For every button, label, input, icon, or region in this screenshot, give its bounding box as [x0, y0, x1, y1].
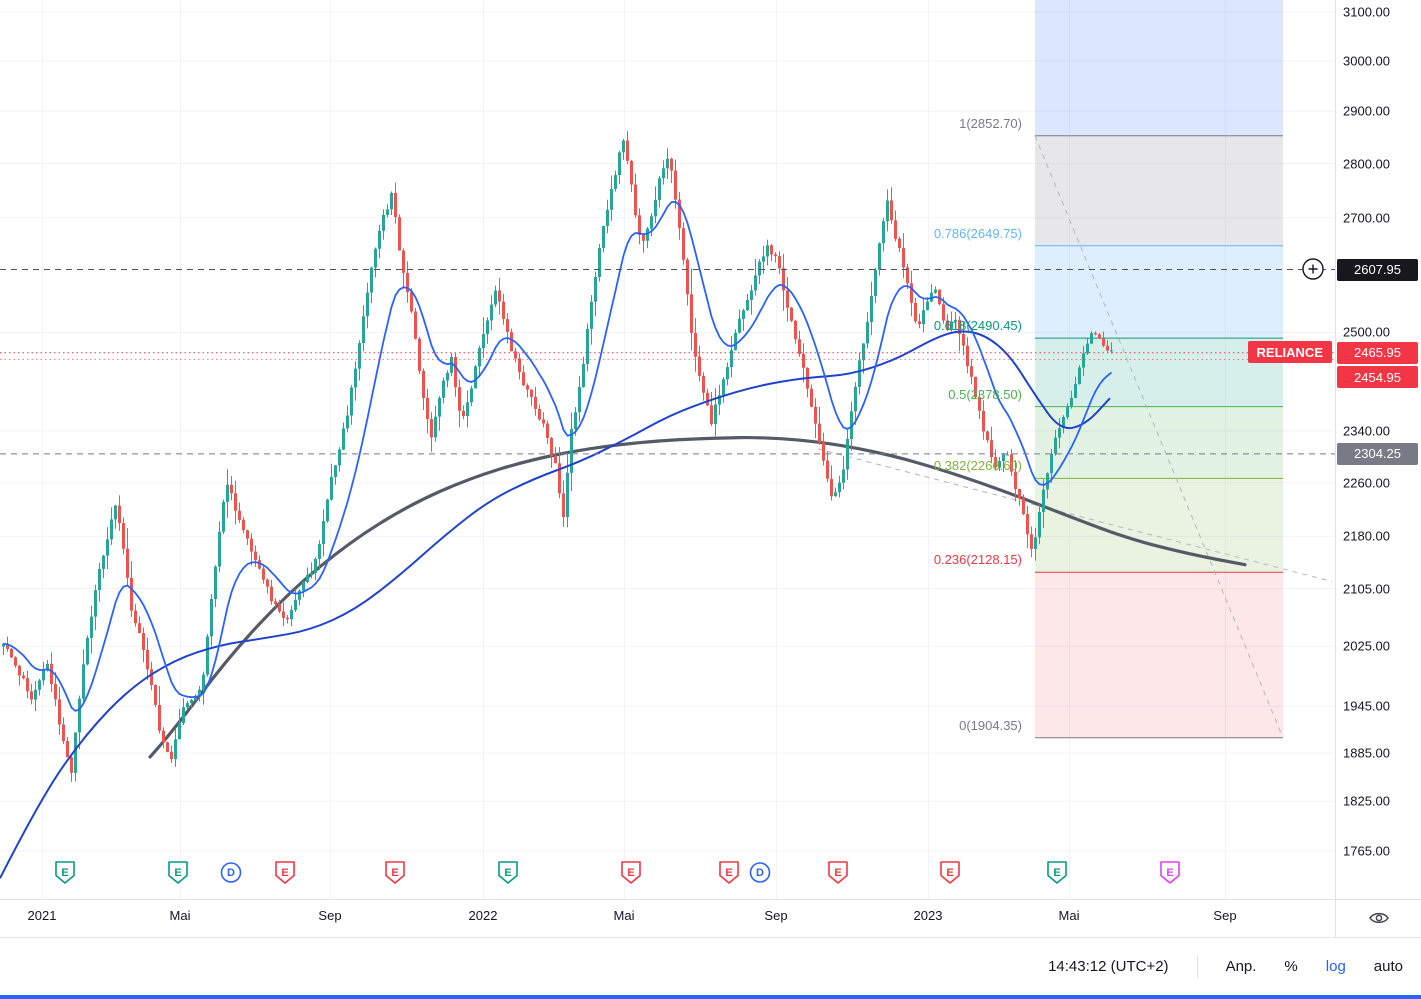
price-axis-label: 3100.00 — [1343, 4, 1390, 20]
earnings-marker-icon[interactable]: E — [385, 861, 405, 884]
price-chart-pane[interactable]: E E D E E E E E D E E E E 1(2852.70) 0.786(2649.75) 0.… — [0, 0, 1335, 899]
svg-text:E: E — [281, 867, 288, 879]
svg-text:E: E — [504, 867, 511, 879]
dividend-marker-icon[interactable]: D — [220, 862, 242, 883]
earnings-marker-icon[interactable]: E — [1047, 861, 1067, 884]
fib-level-label-0.382: 0.382(2266.60) — [933, 458, 1022, 474]
symbol-price-label: RELIANCE — [1247, 341, 1332, 363]
earnings-marker-icon[interactable]: E — [168, 861, 188, 884]
price-axis-label: 2340.00 — [1343, 423, 1390, 439]
price-axis-label: 2260.00 — [1343, 475, 1390, 491]
fib-level-label-0.5: 0.5(2378.50) — [948, 386, 1022, 402]
bottom-toolbar: 14:43:12 (UTC+2) Anp. % log auto — [0, 937, 1421, 995]
prev-close-badge[interactable]: 2454.95 — [1337, 366, 1418, 388]
earnings-marker-icon[interactable]: E — [55, 861, 75, 884]
bottom-accent-bar — [0, 995, 1421, 999]
fib-level-label-1: 1(2852.70) — [959, 115, 1022, 131]
svg-text:E: E — [61, 867, 68, 879]
earnings-marker-icon[interactable]: E — [621, 861, 641, 884]
earnings-marker-icon[interactable]: E — [828, 861, 848, 884]
earnings-marker-icon[interactable]: E — [940, 861, 960, 884]
svg-text:E: E — [834, 867, 841, 879]
price-axis-label: 1825.00 — [1343, 793, 1390, 809]
eye-icon[interactable] — [1368, 907, 1390, 929]
fib-trend-line[interactable] — [817, 448, 1333, 582]
fib-retracement-zones[interactable] — [817, 0, 1333, 739]
time-axis-label: Mai — [1058, 908, 1080, 923]
price-axis-label: 2180.00 — [1343, 528, 1390, 544]
crosshair-plus-icon[interactable] — [1301, 257, 1325, 281]
fib-trend-line[interactable] — [1034, 135, 1284, 738]
time-axis-label: 2021 — [27, 908, 57, 923]
fib-level-label-0.618: 0.618(2490.45) — [933, 318, 1022, 334]
tracked-price-badge[interactable]: 2607.95 — [1337, 258, 1418, 281]
adjust-data-button[interactable]: Anp. — [1225, 958, 1257, 975]
auto-scale-button[interactable]: auto — [1373, 958, 1403, 975]
ma-slow-line[interactable] — [0, 330, 1111, 879]
price-axis-label: 2900.00 — [1343, 103, 1390, 119]
time-axis-label: Sep — [1213, 908, 1237, 923]
price-axis-label: 1765.00 — [1343, 843, 1390, 859]
session-clock[interactable]: 14:43:12 (UTC+2) — [1048, 958, 1169, 975]
price-axis-label: 1885.00 — [1343, 745, 1390, 761]
axis-corner — [1335, 899, 1421, 937]
svg-text:E: E — [627, 867, 634, 879]
toolbar-divider — [1196, 955, 1198, 978]
fib-level-label-0.236: 0.236(2128.15) — [933, 552, 1022, 568]
price-axis-label: 2500.00 — [1343, 324, 1390, 340]
fib-level-label-0.786: 0.786(2649.75) — [933, 225, 1022, 241]
earnings-marker-icon[interactable]: E — [498, 861, 518, 884]
price-axis-label: 2800.00 — [1343, 156, 1390, 172]
time-axis-label: 2023 — [913, 908, 943, 923]
price-axis-label: 1945.00 — [1343, 698, 1390, 714]
time-axis[interactable]: 2021 Mai Sep 2022 Mai Sep 2023 Mai Sep — [0, 899, 1421, 937]
earnings-marker-icon[interactable]: E — [1160, 861, 1180, 884]
svg-text:E: E — [1166, 867, 1173, 879]
log-scale-button[interactable]: log — [1325, 958, 1346, 975]
price-axis[interactable]: 3100.00 3000.00 2900.00 2800.00 2700.00 2500.… — [1335, 0, 1421, 899]
price-axis-label: 2025.00 — [1343, 638, 1390, 654]
ma-fast-line[interactable] — [3, 200, 1113, 712]
time-axis-label: Sep — [318, 908, 342, 923]
svg-text:E: E — [174, 867, 181, 879]
time-axis-label: Mai — [169, 908, 191, 923]
price-axis-label: 3000.00 — [1343, 53, 1390, 69]
percent-scale-button[interactable]: % — [1284, 958, 1298, 975]
dividend-marker-icon[interactable]: D — [749, 862, 771, 883]
time-axis-label: Mai — [613, 908, 635, 923]
time-axis-label: Sep — [764, 908, 788, 923]
svg-text:E: E — [1053, 867, 1060, 879]
price-axis-label: 2700.00 — [1343, 210, 1390, 226]
earnings-marker-icon[interactable]: E — [719, 861, 739, 884]
earnings-marker-icon[interactable]: E — [275, 861, 295, 884]
last-price-badge[interactable]: 2465.95 — [1337, 341, 1418, 364]
time-axis-label: 2022 — [468, 908, 498, 923]
svg-text:E: E — [725, 867, 732, 879]
svg-text:D: D — [756, 867, 764, 879]
svg-text:E: E — [391, 867, 398, 879]
candlestick-series[interactable] — [2, 131, 1113, 782]
fib-level-label-0: 0(1904.35) — [959, 717, 1022, 733]
price-axis-label: 2105.00 — [1343, 581, 1390, 597]
svg-text:D: D — [227, 867, 235, 879]
alert-price-badge[interactable]: 2304.25 — [1337, 442, 1418, 465]
svg-text:E: E — [946, 867, 953, 879]
